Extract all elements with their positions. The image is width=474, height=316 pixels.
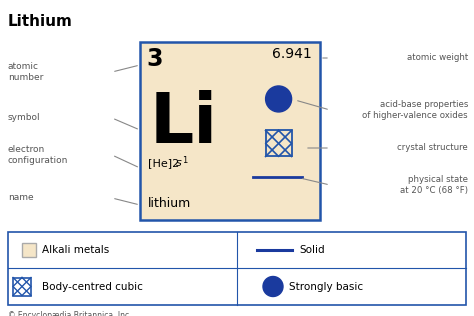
Text: Body-centred cubic: Body-centred cubic (42, 282, 143, 291)
Bar (8, 232, 466, 305)
Text: physical state
at 20 °C (68 °F): physical state at 20 °C (68 °F) (400, 175, 468, 195)
Text: symbol: symbol (8, 113, 41, 123)
Circle shape (265, 86, 292, 112)
Text: acid-base properties
of higher-valence oxides: acid-base properties of higher-valence o… (363, 100, 468, 120)
Text: Li: Li (150, 90, 218, 157)
Text: electron
configuration: electron configuration (8, 145, 68, 165)
Text: Lithium: Lithium (8, 14, 73, 29)
Text: © Encyclopædia Britannica, Inc.: © Encyclopædia Britannica, Inc. (8, 311, 131, 316)
Bar (22, 243, 36, 257)
Text: [He]2: [He]2 (148, 158, 179, 168)
Text: Alkali metals: Alkali metals (42, 245, 109, 255)
Text: atomic
number: atomic number (8, 62, 44, 82)
Text: atomic weight: atomic weight (407, 53, 468, 63)
Text: 6.941: 6.941 (272, 47, 312, 61)
Bar (13, 277, 31, 295)
Text: lithium: lithium (148, 197, 191, 210)
Circle shape (263, 276, 283, 296)
Text: s: s (176, 158, 182, 168)
Text: 3: 3 (146, 47, 163, 71)
Bar (140, 42, 320, 220)
Text: Strongly basic: Strongly basic (289, 282, 363, 291)
Text: crystal structure: crystal structure (397, 143, 468, 153)
Text: 1: 1 (182, 156, 187, 165)
Text: Solid: Solid (299, 245, 325, 255)
Bar (265, 131, 292, 156)
Text: name: name (8, 193, 34, 203)
